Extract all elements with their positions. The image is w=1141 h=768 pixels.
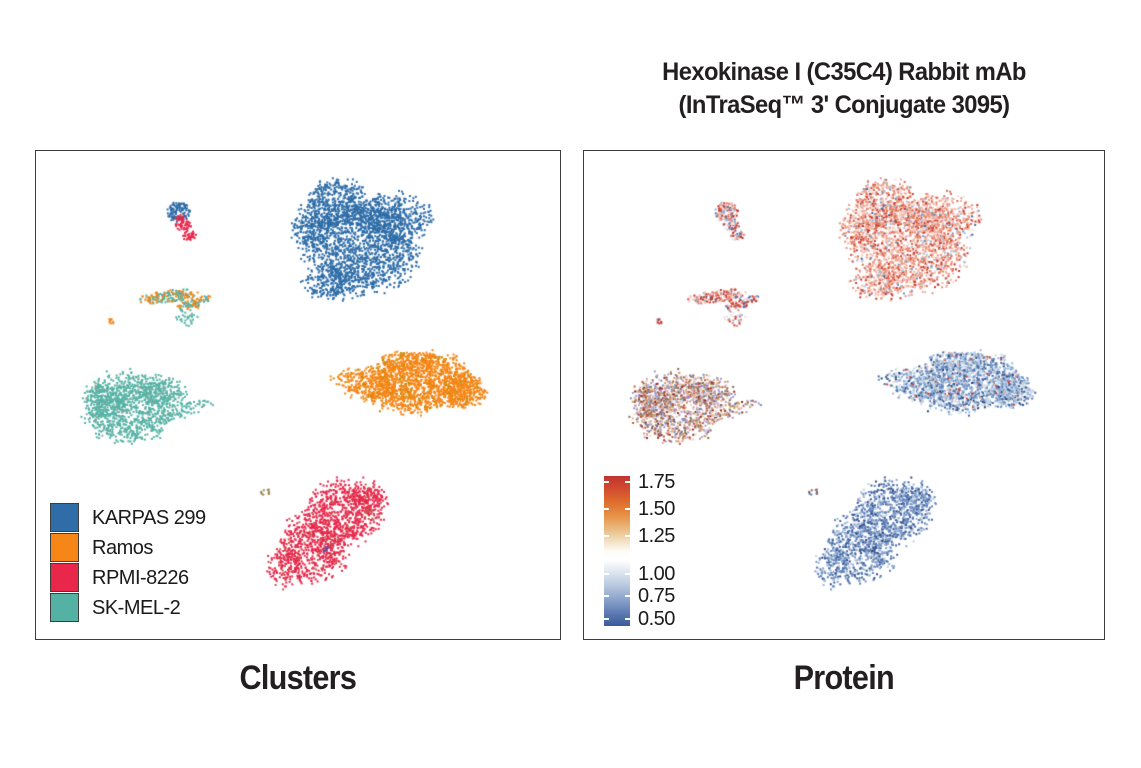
colorbar-tick-mark: [625, 508, 630, 510]
legend-swatch-skmel: [50, 592, 79, 622]
legend-item: KARPAS 299: [50, 502, 206, 533]
colorbar-tick-mark: [604, 573, 609, 576]
colorbar-tick-mark: [625, 573, 630, 576]
protein-panel: 1.75 1.50 1.25 1.00 0.75 0.50: [583, 150, 1105, 640]
clusters-scatter-canvas: [36, 151, 560, 639]
protein-plot-title: Hexokinase I (C35C4) Rabbit mAb (InTraSe…: [583, 56, 1105, 122]
legend-item: RPMI-8226: [50, 562, 206, 593]
colorbar-tick-mark: [604, 481, 609, 483]
clusters-panel: KARPAS 299 Ramos RPMI-8226 SK-MEL-2: [35, 150, 561, 640]
legend: KARPAS 299 Ramos RPMI-8226 SK-MEL-2: [50, 502, 206, 623]
legend-swatch-rpmi: [50, 562, 79, 592]
colorbar-tick-label: 0.75: [638, 585, 675, 607]
legend-label-karpas: KARPAS 299: [92, 506, 206, 529]
colorbar-tick-mark: [604, 595, 609, 597]
colorbar-tick-mark: [625, 595, 630, 597]
colorbar-tick-mark: [604, 618, 609, 621]
colorbar-tick-label: 1.00: [638, 563, 675, 586]
legend-label-rpmi: RPMI-8226: [92, 566, 189, 589]
colorbar-tick-mark: [625, 618, 630, 621]
colorbar-tick-label: 1.50: [638, 498, 675, 520]
protein-plot-title-line1: Hexokinase I (C35C4) Rabbit mAb: [662, 58, 1026, 86]
legend-item: Ramos: [50, 532, 206, 563]
legend-label-ramos: Ramos: [92, 536, 153, 559]
colorbar-tick-mark: [604, 535, 609, 537]
colorbar-tick-label: 1.75: [638, 471, 675, 493]
clusters-caption: Clusters: [239, 659, 357, 697]
colorbar-gradient: [604, 476, 630, 626]
colorbar-tick-mark: [604, 508, 609, 510]
colorbar-tick-label: 0.50: [638, 608, 675, 631]
legend-swatch-karpas: [50, 502, 79, 532]
legend-label-skmel: SK-MEL-2: [92, 596, 181, 619]
colorbar: [604, 476, 630, 626]
protein-plot-title-line2: (InTraSeq™ 3' Conjugate 3095): [678, 91, 1011, 119]
colorbar-tick-mark: [625, 481, 630, 483]
legend-item: SK-MEL-2: [50, 592, 206, 623]
colorbar-tick-mark: [625, 535, 630, 537]
colorbar-tick-label: 1.25: [638, 525, 675, 547]
legend-swatch-ramos: [50, 532, 79, 562]
protein-caption: Protein: [793, 659, 895, 697]
protein-scatter-canvas: [584, 151, 1104, 639]
